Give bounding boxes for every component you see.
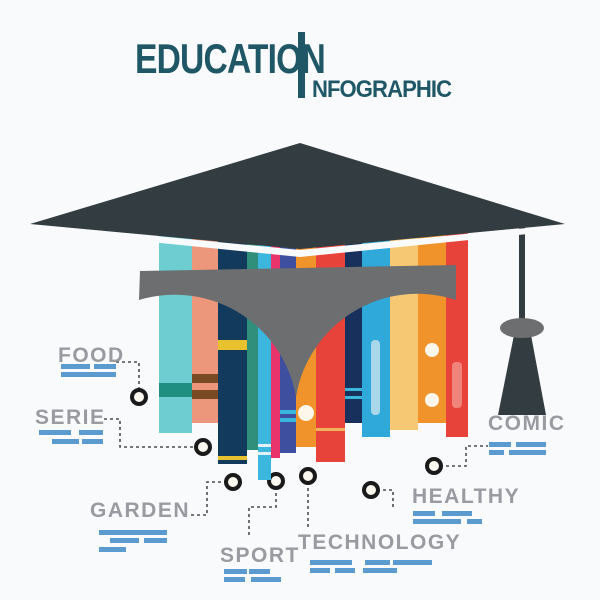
svg-text:FOOD: FOOD bbox=[58, 344, 125, 367]
svg-text:SPORT: SPORT bbox=[220, 544, 300, 567]
svg-text:NFOGRAPHIC: NFOGRAPHIC bbox=[312, 75, 452, 102]
svg-text:GARDEN: GARDEN bbox=[90, 499, 190, 522]
svg-text:COMIC: COMIC bbox=[488, 412, 566, 435]
svg-text:TECHNOLOGY: TECHNOLOGY bbox=[298, 531, 461, 554]
svg-text:EDUCATION: EDUCATION bbox=[135, 37, 325, 83]
svg-text:SERIE: SERIE bbox=[35, 406, 106, 429]
svg-text:HEALTHY: HEALTHY bbox=[412, 485, 520, 508]
